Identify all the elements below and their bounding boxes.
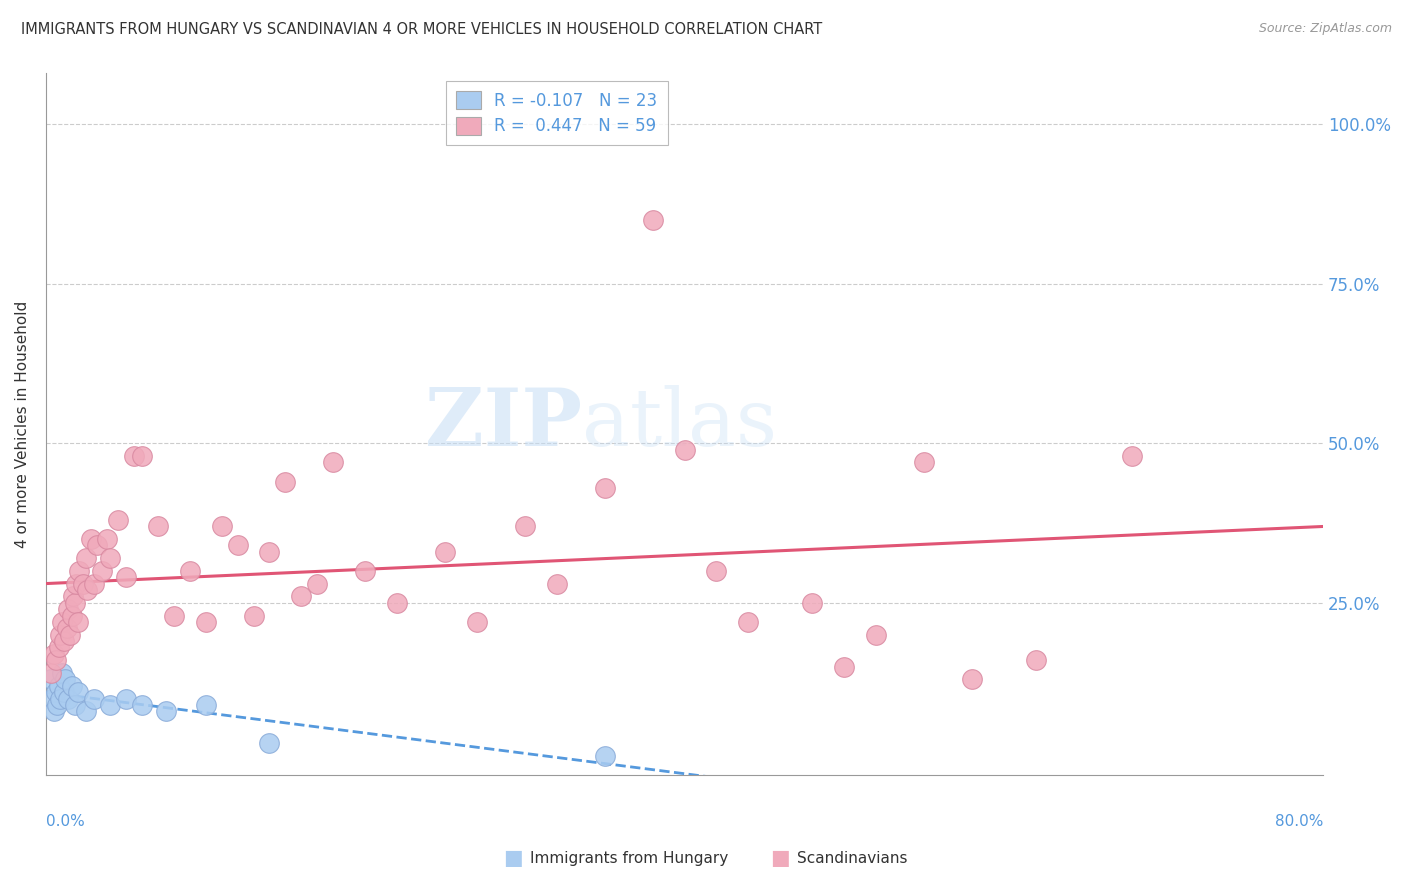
- Point: [179, 564, 201, 578]
- Point: [211, 519, 233, 533]
- Point: [122, 449, 145, 463]
- Point: [63, 596, 86, 610]
- Point: [59, 628, 82, 642]
- Point: [58, 691, 80, 706]
- Point: [51, 666, 73, 681]
- Point: [1025, 653, 1047, 667]
- Point: [46, 698, 69, 712]
- Point: [146, 519, 169, 533]
- Point: [63, 698, 86, 712]
- Point: [60, 608, 83, 623]
- Point: [259, 545, 281, 559]
- Point: [801, 596, 824, 610]
- Point: [60, 679, 83, 693]
- Point: [546, 576, 568, 591]
- Point: [354, 564, 377, 578]
- Point: [98, 551, 121, 566]
- Point: [434, 545, 457, 559]
- Point: [322, 455, 344, 469]
- Point: [593, 481, 616, 495]
- Point: [66, 615, 89, 629]
- Point: [52, 634, 75, 648]
- Point: [114, 570, 136, 584]
- Point: [62, 590, 84, 604]
- Text: atlas: atlas: [582, 385, 778, 463]
- Point: [737, 615, 759, 629]
- Point: [194, 615, 217, 629]
- Point: [274, 475, 297, 489]
- Y-axis label: 4 or more Vehicles in Household: 4 or more Vehicles in Household: [15, 301, 30, 548]
- Point: [58, 602, 80, 616]
- Point: [48, 640, 70, 655]
- Point: [912, 455, 935, 469]
- Point: [98, 698, 121, 712]
- Point: [72, 576, 94, 591]
- Point: [865, 628, 887, 642]
- Legend: R = -0.107   N = 23, R =  0.447   N = 59: R = -0.107 N = 23, R = 0.447 N = 59: [446, 81, 668, 145]
- Point: [259, 736, 281, 750]
- Text: IMMIGRANTS FROM HUNGARY VS SCANDINAVIAN 4 OR MORE VEHICLES IN HOUSEHOLD CORRELAT: IMMIGRANTS FROM HUNGARY VS SCANDINAVIAN …: [21, 22, 823, 37]
- Point: [90, 564, 112, 578]
- Point: [53, 673, 76, 687]
- Point: [83, 576, 105, 591]
- Point: [51, 615, 73, 629]
- Point: [960, 673, 983, 687]
- Point: [832, 659, 855, 673]
- Point: [290, 590, 312, 604]
- Point: [307, 576, 329, 591]
- Point: [163, 608, 186, 623]
- Text: ZIP: ZIP: [426, 385, 582, 463]
- Point: [39, 666, 62, 681]
- Point: [1121, 449, 1143, 463]
- Text: Immigrants from Hungary: Immigrants from Hungary: [530, 851, 728, 865]
- Point: [114, 691, 136, 706]
- Point: [242, 608, 264, 623]
- Point: [55, 621, 77, 635]
- Point: [131, 449, 153, 463]
- Point: [194, 698, 217, 712]
- Point: [45, 685, 67, 699]
- Text: ■: ■: [503, 848, 523, 868]
- Point: [65, 576, 87, 591]
- Point: [42, 647, 65, 661]
- Text: Source: ZipAtlas.com: Source: ZipAtlas.com: [1258, 22, 1392, 36]
- Point: [66, 685, 89, 699]
- Point: [513, 519, 536, 533]
- Point: [69, 564, 91, 578]
- Point: [155, 704, 177, 718]
- Point: [39, 673, 62, 687]
- Point: [107, 513, 129, 527]
- Point: [75, 551, 97, 566]
- Point: [131, 698, 153, 712]
- Point: [76, 582, 98, 597]
- Point: [45, 653, 67, 667]
- Point: [79, 532, 101, 546]
- Point: [673, 442, 696, 457]
- Point: [593, 749, 616, 764]
- Point: [641, 212, 664, 227]
- Point: [75, 704, 97, 718]
- Point: [41, 691, 63, 706]
- Point: [385, 596, 408, 610]
- Text: 80.0%: 80.0%: [1275, 814, 1323, 829]
- Point: [86, 538, 108, 552]
- Point: [42, 704, 65, 718]
- Point: [49, 691, 72, 706]
- Point: [48, 679, 70, 693]
- Point: [706, 564, 728, 578]
- Point: [83, 691, 105, 706]
- Text: Scandinavians: Scandinavians: [797, 851, 908, 865]
- Text: ■: ■: [770, 848, 790, 868]
- Point: [52, 685, 75, 699]
- Text: 0.0%: 0.0%: [46, 814, 84, 829]
- Point: [49, 628, 72, 642]
- Point: [465, 615, 488, 629]
- Point: [96, 532, 118, 546]
- Point: [226, 538, 249, 552]
